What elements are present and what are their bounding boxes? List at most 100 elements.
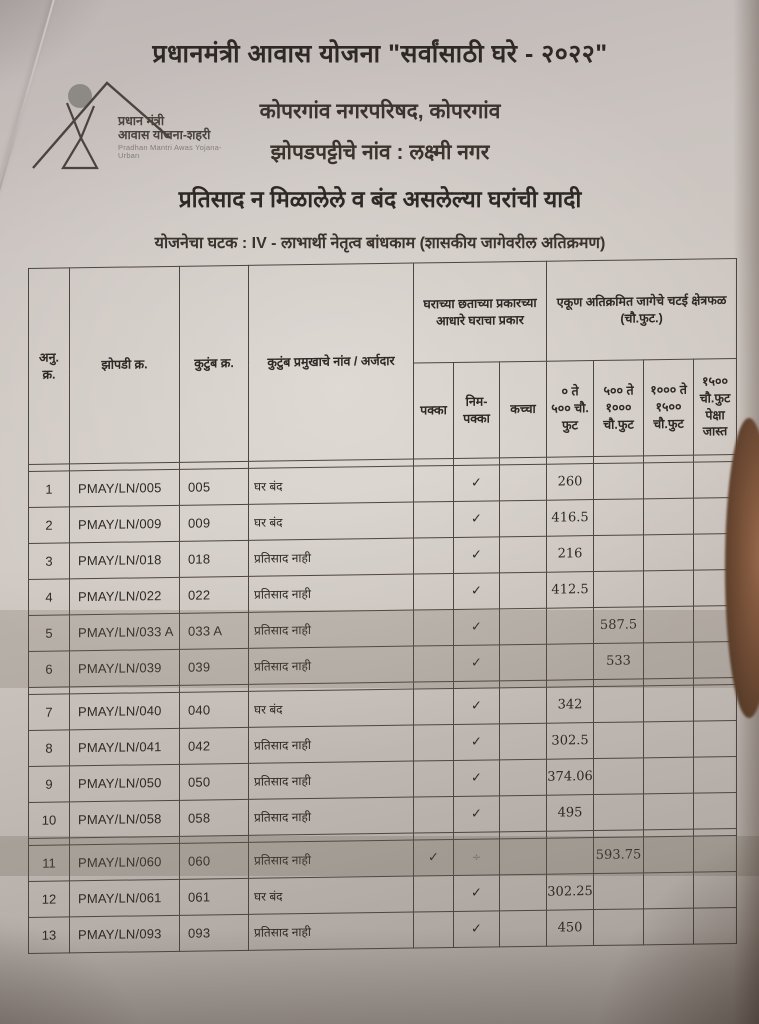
cell-pakka	[413, 875, 454, 913]
cell-pakka	[413, 573, 454, 611]
cell-nim-pakka: ✓	[453, 795, 500, 833]
cell-pakka	[413, 609, 454, 647]
cell-nim-pakka: ✓	[453, 759, 500, 797]
cell-pakka	[413, 501, 454, 539]
cell-family-no: 060	[179, 842, 249, 880]
cell-hut-no: PMAY/LN/058	[69, 800, 180, 838]
cell-pakka	[413, 724, 454, 762]
photo-corner-shadow	[0, 904, 160, 1024]
slum-name-line: झोपडपट्टीचे नांव : लक्ष्मी नगर	[270, 141, 490, 164]
cell-hut-no: PMAY/LN/039	[69, 649, 180, 687]
cell-hut-no: PMAY/LN/005	[69, 469, 180, 507]
cell-pakka	[413, 796, 454, 834]
cell-sr-no: 10	[28, 801, 70, 839]
cell-head-name: घर बंद	[248, 502, 414, 541]
cell-nim-pakka: ✓	[453, 500, 500, 538]
document-title: प्रधानमंत्री आवास योजना "सर्वांसाठी घरे …	[152, 40, 608, 68]
cell-family-no: 040	[179, 691, 249, 729]
col-header-area-500-1000: ५०० ते १००० चौ.फुट	[593, 359, 644, 457]
cell-area-500-1000	[593, 721, 644, 759]
cell-nim-pakka: ✓	[453, 536, 500, 574]
cell-family-no: 005	[179, 468, 249, 506]
cell-area-1500-plus	[693, 720, 737, 758]
cell-nim-pakka: ✓	[453, 723, 500, 761]
col-header-sr-no: अनु. क्र.	[28, 267, 70, 465]
cell-hut-no: PMAY/LN/033 A	[69, 613, 180, 651]
logo-line1: प्रधान मंत्री	[118, 114, 165, 128]
cell-area-500-1000	[593, 498, 644, 536]
cell-area-0-500: 216	[546, 535, 594, 573]
cell-head-name: प्रतिसाद नाही	[248, 646, 414, 685]
cell-family-no: 039	[179, 648, 249, 686]
cell-area-1000-1500	[643, 462, 694, 499]
cell-sr-no: 7	[28, 693, 70, 731]
col-header-hut-no: झोपडी क्र.	[69, 266, 180, 464]
cell-kachha	[499, 644, 547, 681]
cell-sr-no: 11	[28, 844, 70, 882]
cell-area-500-1000: 587.5	[593, 606, 644, 644]
cell-sr-no: 9	[28, 765, 70, 803]
cell-area-1000-1500	[643, 685, 694, 722]
cell-pakka	[413, 537, 454, 575]
col-header-area-1000-1500: १००० ते १५०० चौ.फुट	[643, 359, 694, 456]
cell-family-no: 009	[179, 504, 249, 542]
cell-nim-pakka: ✓	[453, 874, 500, 912]
cell-nim-pakka: ✓	[453, 464, 500, 502]
cell-area-1500-plus	[693, 756, 737, 794]
cell-head-name: प्रतिसाद नाही	[248, 574, 414, 613]
cell-area-500-1000	[593, 757, 644, 795]
photo-vignette	[0, 0, 130, 100]
cell-area-0-500: 374.06	[546, 758, 594, 796]
cell-kachha	[499, 572, 547, 609]
cell-head-name: प्रतिसाद नाही	[248, 610, 414, 649]
cell-area-500-1000	[593, 534, 644, 572]
cell-sr-no: 5	[28, 614, 70, 652]
cell-head-name: घर बंद	[248, 689, 414, 728]
photo-bottom-shadow	[0, 929, 759, 1024]
cell-area-1500-plus	[693, 684, 737, 722]
cell-kachha	[499, 723, 547, 760]
scheme-component-line: योजनेचा घटक : IV - लाभार्थी नेतृत्व बांध…	[154, 235, 606, 252]
cell-family-no: 042	[179, 727, 249, 765]
cell-head-name: प्रतिसाद नाही	[248, 797, 414, 836]
cell-family-no: 033 A	[179, 612, 249, 650]
list-title: प्रतिसाद न मिळालेले व बंद असलेल्या घरांच…	[178, 186, 582, 212]
col-header-kachha: कच्चा	[499, 361, 547, 458]
col-header-nim-pakka: निम- पक्का	[453, 361, 500, 459]
cell-area-1000-1500	[643, 498, 694, 535]
cell-head-name: प्रतिसाद नाही	[248, 761, 414, 800]
cell-family-no: 050	[179, 763, 249, 801]
col-header-family-no: कुटुंब क्र.	[179, 265, 249, 463]
cell-pakka: ✓	[413, 839, 454, 877]
cell-sr-no: 4	[28, 578, 70, 616]
cell-sr-no: 3	[28, 542, 70, 580]
cell-kachha	[499, 687, 547, 724]
col-group-area: एकूण अतिक्रमित जागेचे चटई क्षेत्रफळ (चौ.…	[546, 258, 737, 362]
cell-pakka	[413, 688, 454, 726]
cell-area-1000-1500	[643, 606, 694, 643]
cell-hut-no: PMAY/LN/050	[69, 764, 180, 802]
logo-line2: आवास योजना-शहरी	[118, 128, 211, 143]
logo-line3: Pradhan Mantri Awas Yojana-Urban	[118, 142, 222, 161]
cell-kachha	[499, 759, 547, 796]
cell-area-1000-1500	[643, 570, 694, 607]
cell-area-0-500	[546, 607, 594, 645]
cell-area-1000-1500	[643, 642, 694, 679]
cell-hut-no: PMAY/LN/022	[69, 577, 180, 615]
cell-area-0-500	[546, 643, 594, 681]
cell-head-name: प्रतिसाद नाही	[248, 840, 414, 879]
cell-head-name: प्रतिसाद नाही	[248, 538, 414, 577]
cell-hut-no: PMAY/LN/060	[69, 843, 180, 881]
cell-area-500-1000	[593, 570, 644, 608]
cell-kachha	[499, 500, 547, 537]
cell-area-0-500: 302.5	[546, 722, 594, 760]
cell-area-0-500: 412.5	[546, 571, 594, 609]
cell-nim-pakka: ✓	[453, 687, 500, 725]
pmay-logo-text: प्रधान मंत्री आवास योजना-शहरी Pradhan Ma…	[118, 114, 235, 161]
col-header-pakka: पक्का	[413, 362, 454, 460]
cell-family-no: 022	[179, 576, 249, 614]
col-group-roof-type: घराच्या छताच्या प्रकारच्या आधारे घराचा प…	[413, 261, 547, 364]
finger-shadow	[725, 418, 759, 718]
cell-head-name: घर बंद	[248, 466, 414, 505]
